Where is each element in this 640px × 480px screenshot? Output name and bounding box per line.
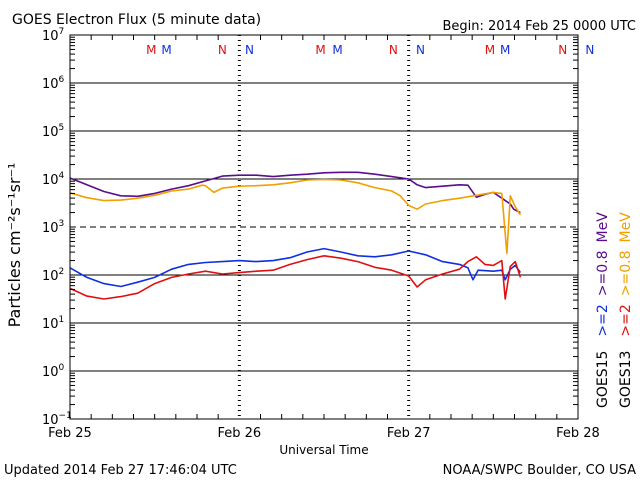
marker-label-6: N	[389, 43, 398, 57]
y-axis-label: Particles cm⁻²s⁻¹sr⁻¹	[5, 163, 24, 328]
y-tick-label: 101	[42, 315, 64, 332]
updated-time: Updated 2014 Feb 27 17:46:04 UTC	[4, 463, 237, 478]
y-tick-label: 107	[42, 27, 64, 44]
x-tick-label: Feb 27	[387, 426, 431, 441]
y-tick-label: 103	[42, 219, 64, 236]
x-tick-label: Feb 28	[556, 426, 600, 441]
series-line-3	[69, 255, 522, 300]
begin-time: Begin: 2014 Feb 25 0000 UTC	[442, 19, 636, 34]
x-tick-label: Feb 25	[48, 426, 92, 441]
x-tick-label: Feb 26	[217, 426, 261, 441]
legend: GOES13>=2>=0.8MeV GOES15>=2>=0.8MeV	[595, 212, 634, 408]
marker-label-3: N	[245, 43, 254, 57]
x-axis-ticks: Feb 25 Feb 26 Feb 27 Feb 28	[48, 35, 600, 441]
y-tick-label: 105	[42, 123, 64, 140]
marker-label-5: M	[332, 43, 342, 57]
y-tick-label: 100	[42, 363, 65, 380]
series-line-1	[69, 178, 522, 255]
marker-label-2: N	[218, 43, 227, 57]
marker-label-10: N	[558, 43, 567, 57]
marker-label-1: M	[161, 43, 171, 57]
series-line-2	[69, 247, 522, 288]
source-credit: NOAA/SWPC Boulder, CO USA	[443, 463, 636, 478]
chart-title: GOES Electron Flux (5 minute data)	[12, 12, 261, 28]
y-tick-label: 102	[42, 267, 64, 284]
marker-label-0: M	[146, 43, 156, 57]
y-tick-label: 104	[42, 171, 65, 188]
series-lines	[69, 171, 522, 300]
legend-column: GOES15>=2>=0.8MeV	[595, 212, 611, 408]
marker-label-7: N	[416, 43, 425, 57]
x-axis-label: Universal Time	[279, 443, 368, 457]
y-tick-label: 10−1	[42, 411, 72, 428]
y-axis-ticks: 107 106 105 104 103 102 101 100 10−1	[42, 27, 578, 428]
marker-label-8: M	[485, 43, 495, 57]
legend-column: GOES13>=2>=0.8MeV	[618, 212, 634, 408]
series-line-0	[69, 171, 521, 214]
marker-label-9: M	[500, 43, 510, 57]
y-tick-label: 106	[42, 75, 65, 92]
marker-label-11: N	[585, 43, 594, 57]
marker-label-4: M	[315, 43, 325, 57]
grid-lines	[70, 35, 578, 419]
